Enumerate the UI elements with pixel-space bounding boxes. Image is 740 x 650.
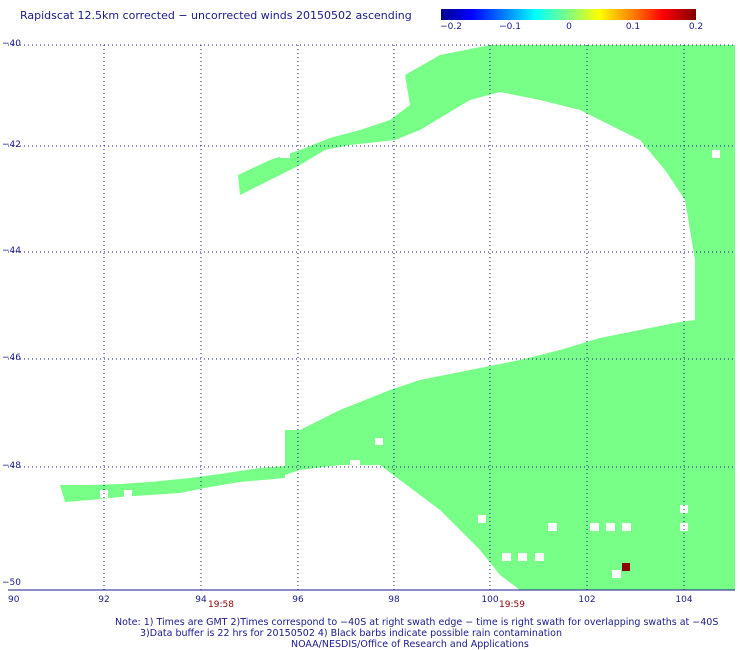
y-tick: −48 (2, 461, 21, 471)
note-line: 3)Data buffer is 22 hrs for 20150502 4) … (140, 628, 562, 639)
grid (8, 44, 735, 590)
x-tick: 98 (388, 595, 400, 605)
colorbar-label: −0.2 (440, 22, 462, 32)
x-tick: 90 (8, 595, 20, 605)
colorbar-label: 0.1 (625, 22, 641, 32)
outlier-point (622, 563, 630, 571)
y-tick: −42 (2, 140, 21, 150)
colorbar-label: 0.2 (688, 22, 704, 32)
x-tick: 100 (481, 595, 499, 605)
map-title: Rapidscat 12.5km corrected − uncorrected… (20, 9, 412, 22)
y-tick: −44 (2, 246, 21, 256)
y-tick: −46 (2, 353, 21, 363)
wind-swath (60, 45, 735, 590)
note-line: Note: 1) Times are GMT 2)Times correspon… (115, 617, 719, 628)
swath-time: 19:58 (208, 600, 234, 610)
x-tick: 94 (195, 595, 207, 605)
x-tick: 96 (292, 595, 304, 605)
x-tick: 104 (675, 595, 693, 605)
note-line: NOAA/NESDIS/Office of Research and Appli… (291, 639, 529, 650)
colorbar-label: 0 (566, 22, 572, 32)
x-tick: 102 (578, 595, 596, 605)
colorbar (441, 9, 696, 20)
swath-time: 19:59 (499, 600, 525, 610)
colorbar-label: −0.1 (499, 22, 521, 32)
x-tick: 92 (98, 595, 110, 605)
y-tick: −40 (2, 39, 21, 49)
y-tick: −50 (2, 578, 21, 588)
